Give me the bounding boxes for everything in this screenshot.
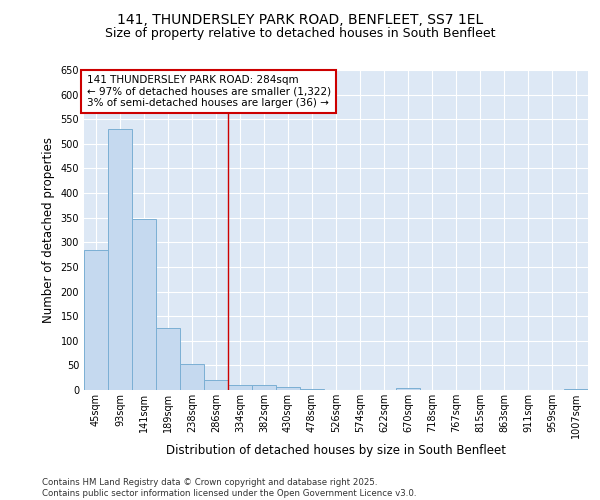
Text: 141, THUNDERSLEY PARK ROAD, BENFLEET, SS7 1EL: 141, THUNDERSLEY PARK ROAD, BENFLEET, SS… — [117, 12, 483, 26]
Text: Contains HM Land Registry data © Crown copyright and database right 2025.
Contai: Contains HM Land Registry data © Crown c… — [42, 478, 416, 498]
Bar — [564, 388, 588, 390]
Bar — [396, 388, 420, 390]
Bar — [132, 218, 156, 390]
Bar — [156, 328, 180, 390]
Bar — [228, 385, 252, 390]
X-axis label: Distribution of detached houses by size in South Benfleet: Distribution of detached houses by size … — [166, 444, 506, 456]
Text: Size of property relative to detached houses in South Benfleet: Size of property relative to detached ho… — [105, 28, 495, 40]
Bar — [180, 364, 204, 390]
Bar — [276, 386, 300, 390]
Bar — [204, 380, 228, 390]
Text: 141 THUNDERSLEY PARK ROAD: 284sqm
← 97% of detached houses are smaller (1,322)
3: 141 THUNDERSLEY PARK ROAD: 284sqm ← 97% … — [86, 75, 331, 108]
Y-axis label: Number of detached properties: Number of detached properties — [42, 137, 55, 323]
Bar — [108, 129, 132, 390]
Bar — [252, 385, 276, 390]
Bar — [84, 250, 108, 390]
Bar — [300, 388, 324, 390]
